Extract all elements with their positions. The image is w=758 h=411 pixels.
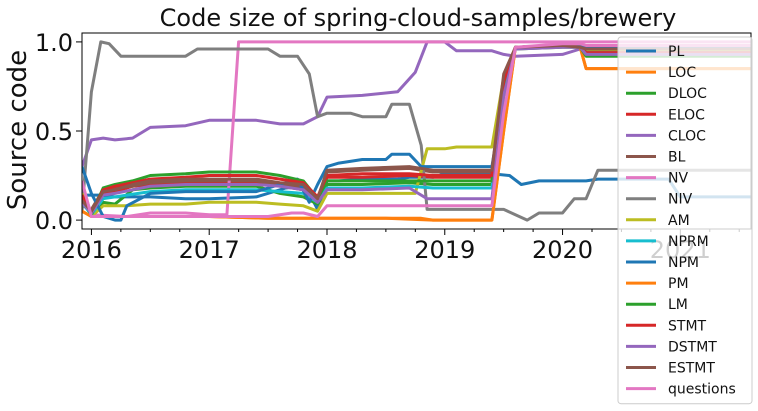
x-tick-label: 2016 (61, 236, 122, 264)
series-line-niv (82, 40, 751, 222)
legend-label: NIV (668, 192, 693, 208)
legend-box (617, 36, 753, 405)
y-tick-label: 0.5 (35, 118, 73, 146)
legend-label: NPRM (668, 234, 709, 250)
legend-label: LM (668, 297, 688, 313)
y-ticks: 0.0 0.5 1.0 (35, 29, 82, 235)
legend-label: NV (668, 171, 688, 187)
series-layer (82, 40, 751, 222)
legend-label: CLOC (668, 128, 706, 144)
legend: PL LOC DLOC ELOC CLOC BL NV NIV AM NPRM NPM PM LM STM… (617, 36, 753, 405)
legend-label: ELOC (668, 107, 705, 123)
legend-label: PL (668, 44, 684, 60)
x-tick-label: 2020 (532, 236, 593, 264)
y-tick-label: 0.0 (35, 207, 73, 235)
x-tick-label: 2019 (414, 236, 475, 264)
x-tick-label: 2018 (296, 236, 357, 264)
legend-label: BL (668, 150, 686, 166)
series-line-questions (82, 42, 751, 218)
legend-label: questions (668, 382, 736, 398)
y-axis-label: Source code (3, 50, 33, 210)
legend-label: PM (668, 276, 689, 292)
legend-label: DSTMT (668, 339, 717, 355)
legend-label: LOC (668, 65, 696, 81)
legend-label: ESTMT (668, 361, 715, 377)
legend-label: NPM (668, 255, 699, 271)
legend-label: DLOC (668, 86, 707, 102)
legend-label: STMT (668, 318, 707, 334)
legend-label: AM (668, 213, 690, 229)
y-tick-label: 1.0 (35, 29, 73, 57)
x-tick-label: 2017 (179, 236, 240, 264)
chart-title: Code size of spring-cloud-samples/brewer… (160, 4, 677, 32)
series-line-dstmt (82, 45, 751, 215)
